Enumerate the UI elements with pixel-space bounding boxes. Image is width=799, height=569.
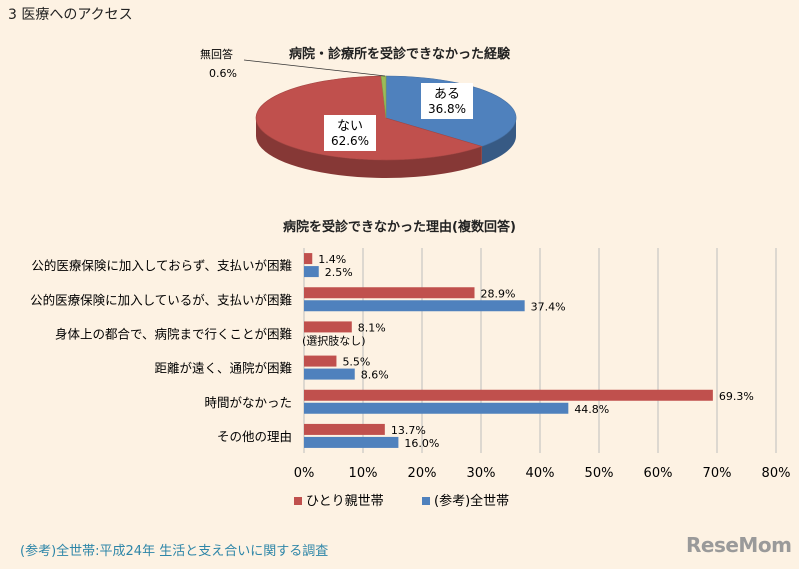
pie-label-aru: ある [434,87,460,102]
x-tick-label: 80% [762,466,791,481]
bar-value-label: 69.3% [719,390,754,403]
bar-single-parent [304,389,713,401]
pie-leader-noanswer [243,59,386,77]
bar-value-label: 2.5% [325,266,353,279]
category-label: 距離が遠く、通院が困難 [154,361,292,376]
bar-all-households [304,436,399,448]
bar-value-label: 28.9% [481,287,516,300]
legend-label-0: ひとり親世帯 [306,494,384,509]
pie-label-nai: ない [337,119,363,134]
pie-value-aru: 36.8% [428,102,466,116]
bar-value-label: 1.4% [318,253,346,266]
pie-label-box-nai [324,115,376,151]
x-tick-label: 0% [294,466,315,481]
bar-all-households [304,300,525,312]
bar-all-households [304,266,319,278]
bar-value-label: 8.6% [361,369,389,382]
bar-all-households [304,368,355,380]
bar-value-label: 8.1% [358,321,386,334]
bar-single-parent [304,423,385,435]
legend-label-1: (参考)全世帯 [434,493,509,509]
page-heading: 3 医療へのアクセス [8,7,133,23]
bar-single-parent [304,287,475,299]
source-footer: (参考)全世帯:平成24年 生活と支え合いに関する調査 [20,544,329,559]
x-tick-label: 10% [349,466,378,481]
bar-single-parent [304,321,352,333]
bar-value-label: (選択肢なし) [302,333,366,347]
pie-side-1 [256,118,482,179]
category-label: 公的医療保険に加入しているが、支払いが困難 [30,292,292,307]
x-tick-label: 50% [585,466,614,481]
x-tick-label: 30% [467,466,496,481]
pie-label-noanswer: 無回答 [200,47,233,61]
bar-value-label: 44.8% [574,403,609,416]
bar-single-parent [304,355,337,367]
bar-value-label: 5.5% [342,356,370,369]
pie-chart-title: 病院・診療所を受診できなかった経験 [288,47,510,62]
category-label: その他の理由 [217,429,292,444]
bar-chart-title: 病院を受診できなかった理由(複数回答) [283,220,516,235]
pie-side-0 [481,118,516,165]
x-tick-label: 20% [408,466,437,481]
x-tick-label: 40% [526,466,555,481]
bar-value-label: 13.7% [391,424,426,437]
pie-label-box-aru [421,83,473,119]
pie-value-nai: 62.6% [331,134,369,148]
x-tick-label: 70% [703,466,732,481]
bar-single-parent [304,253,313,265]
pie-value-noanswer: 0.6% [209,67,237,80]
bar-value-label: 16.0% [404,437,439,450]
category-label: 身体上の都合で、病院まで行くことが困難 [55,326,292,341]
x-tick-label: 60% [644,466,673,481]
legend-swatch-0 [294,497,302,505]
bar-value-label: 37.4% [531,300,566,313]
bar-all-households [304,402,569,414]
brand-logo: ReseMom [686,533,792,557]
category-label: 時間がなかった [204,395,292,410]
category-label: 公的医療保険に加入しておらず、支払いが困難 [31,258,292,273]
legend-swatch-1 [422,497,430,505]
